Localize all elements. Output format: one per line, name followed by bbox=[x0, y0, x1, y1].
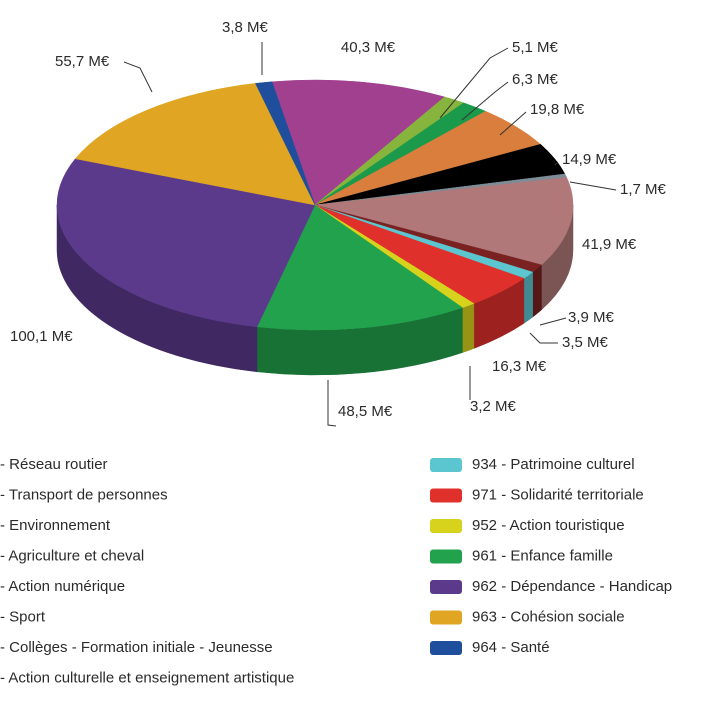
legend-label: - Environnement bbox=[0, 517, 111, 534]
data-label: 5,1 M€ bbox=[512, 39, 559, 56]
slice-side bbox=[532, 264, 542, 318]
slice-side bbox=[462, 303, 475, 353]
data-label: 40,3 M€ bbox=[341, 39, 396, 56]
legend-label: 963 - Cohésion sociale bbox=[472, 608, 625, 625]
slice bbox=[56, 158, 316, 328]
legend-swatch bbox=[430, 549, 462, 564]
legend-swatch bbox=[430, 458, 462, 472]
leader-line bbox=[461, 81, 509, 121]
data-label: 16,3 M€ bbox=[492, 358, 547, 375]
leader-line bbox=[123, 61, 153, 93]
legend-label: 961 - Enfance famille bbox=[472, 547, 613, 564]
legend-label: - Transport de personnes bbox=[0, 486, 168, 503]
slice bbox=[256, 204, 463, 331]
legend-label: 962 - Dépendance - Handicap bbox=[472, 578, 672, 595]
data-label: 19,8 M€ bbox=[530, 101, 585, 118]
legend-label: 934 - Patrimoine culturel bbox=[472, 456, 635, 473]
slice bbox=[271, 79, 446, 206]
slice bbox=[74, 83, 316, 206]
leader-line bbox=[499, 111, 527, 136]
legend-label: - Sport bbox=[0, 608, 46, 625]
data-label: 3,8 M€ bbox=[222, 19, 269, 36]
legend-label: 964 - Santé bbox=[472, 639, 550, 656]
data-label: 3,9 M€ bbox=[568, 309, 615, 326]
legend-label: - Agriculture et cheval bbox=[0, 547, 144, 564]
slice bbox=[255, 81, 316, 206]
data-label: 55,7 M€ bbox=[55, 53, 110, 70]
data-label: 6,3 M€ bbox=[512, 71, 559, 88]
leader-line bbox=[529, 332, 558, 344]
legend-label: - Action numérique bbox=[0, 578, 125, 595]
data-label: 3,2 M€ bbox=[470, 398, 517, 415]
leader-line bbox=[539, 317, 567, 326]
leader-line bbox=[569, 181, 617, 191]
leader-line bbox=[327, 380, 337, 427]
slice bbox=[314, 177, 574, 266]
legend-label: 952 - Action touristique bbox=[472, 517, 625, 534]
legend-swatch bbox=[430, 519, 462, 533]
legend-label: - Action culturelle et enseignement arti… bbox=[0, 669, 294, 686]
legend-swatch bbox=[430, 610, 462, 625]
data-label: 3,5 M€ bbox=[562, 334, 609, 351]
data-label: 1,7 M€ bbox=[620, 181, 667, 198]
legend-swatch bbox=[430, 641, 462, 655]
leader-line bbox=[554, 161, 559, 166]
data-label: 48,5 M€ bbox=[338, 403, 393, 420]
leader-line bbox=[439, 47, 509, 119]
slice-side bbox=[523, 271, 533, 324]
data-label: 100,1 M€ bbox=[10, 328, 73, 345]
legend-swatch bbox=[430, 580, 462, 594]
data-label: 41,9 M€ bbox=[582, 236, 637, 253]
legend-swatch bbox=[430, 488, 462, 503]
legend-label: - Collèges - Formation initiale - Jeunes… bbox=[0, 639, 273, 656]
data-label: 14,9 M€ bbox=[562, 151, 617, 168]
legend-label: 971 - Solidarité territoriale bbox=[472, 486, 644, 503]
legend-label: - Réseau routier bbox=[0, 456, 108, 473]
